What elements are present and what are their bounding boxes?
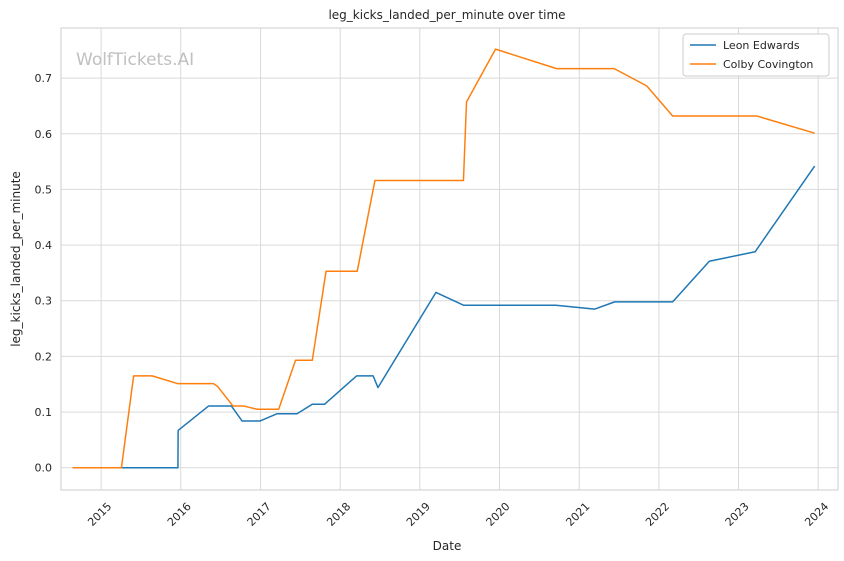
legend-label-leon-edwards: Leon Edwards — [723, 39, 800, 52]
legend: Leon Edwards Colby Covington — [682, 33, 830, 77]
y-tick-label: 0.3 — [35, 295, 53, 308]
y-tick-label: 0.7 — [35, 72, 53, 85]
legend-label-colby-covington: Colby Covington — [723, 58, 813, 71]
x-tick-label: 2023 — [723, 500, 752, 529]
chart-title: leg_kicks_landed_per_minute over time — [328, 8, 565, 22]
x-tick-label: 2024 — [802, 500, 831, 529]
y-tick-label: 0.5 — [35, 183, 53, 196]
x-tick-label: 2021 — [563, 500, 592, 529]
x-tick-label: 2017 — [245, 500, 274, 529]
series-line-leon-edwards — [72, 165, 816, 469]
x-tick-label: 2018 — [324, 500, 353, 529]
x-tick-label: 2019 — [404, 500, 433, 529]
y-tick-label: 0.0 — [35, 462, 53, 475]
x-tick-label: 2022 — [643, 500, 672, 529]
y-tick-label: 0.1 — [35, 406, 53, 419]
y-axis-title: leg_kicks_landed_per_minute — [9, 171, 23, 347]
x-tick-label: 2020 — [484, 500, 513, 529]
x-axis-ticks: 2015 2016 2017 2018 2019 2020 2021 2022 2023 2024 — [85, 500, 831, 529]
y-tick-label: 0.6 — [35, 128, 53, 141]
series-line-colby-covington — [72, 48, 815, 469]
x-tick-label: 2015 — [85, 500, 114, 529]
plot-area — [60, 27, 839, 491]
x-axis-title: Date — [433, 539, 462, 553]
y-tick-label: 0.2 — [35, 350, 53, 363]
legend-box — [682, 33, 830, 77]
y-tick-label: 0.4 — [35, 239, 53, 252]
watermark: WolfTickets.AI — [76, 50, 194, 70]
grid-lines — [61, 28, 838, 490]
y-axis-ticks: 0.0 0.1 0.2 0.3 0.4 0.5 0.6 0.7 — [35, 72, 53, 475]
series-lines — [72, 48, 816, 469]
x-tick-label: 2016 — [165, 500, 194, 529]
